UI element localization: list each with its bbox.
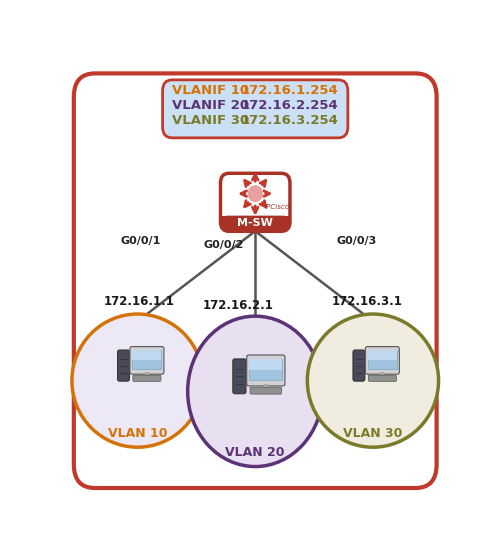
- Text: 172.16.2.1: 172.16.2.1: [202, 299, 273, 312]
- Text: M-SW: M-SW: [237, 219, 273, 228]
- Text: VLAN 30: VLAN 30: [343, 427, 402, 440]
- Text: 172.16.3.1: 172.16.3.1: [332, 295, 402, 307]
- Bar: [249, 359, 282, 381]
- Text: VLAN 20: VLAN 20: [226, 446, 285, 459]
- FancyBboxPatch shape: [366, 347, 399, 374]
- Bar: [380, 372, 384, 377]
- Bar: [221, 215, 290, 223]
- FancyBboxPatch shape: [250, 387, 282, 394]
- Bar: [141, 377, 153, 379]
- Bar: [368, 350, 397, 369]
- Circle shape: [249, 186, 262, 201]
- Bar: [259, 388, 272, 392]
- Bar: [368, 350, 397, 360]
- Ellipse shape: [72, 314, 203, 447]
- Bar: [132, 350, 161, 360]
- Text: 172.16.2.254: 172.16.2.254: [241, 99, 338, 112]
- Bar: [263, 384, 268, 389]
- FancyBboxPatch shape: [118, 350, 129, 381]
- Bar: [376, 377, 388, 379]
- FancyBboxPatch shape: [74, 74, 437, 488]
- FancyBboxPatch shape: [162, 80, 348, 138]
- Bar: [249, 359, 282, 369]
- Ellipse shape: [307, 314, 439, 447]
- Ellipse shape: [188, 316, 323, 466]
- Text: G0/0/1: G0/0/1: [121, 236, 161, 246]
- Text: IPCisco: IPCisco: [265, 204, 290, 209]
- Text: VLANIF 10: VLANIF 10: [172, 84, 249, 97]
- FancyBboxPatch shape: [247, 355, 285, 386]
- FancyBboxPatch shape: [221, 174, 290, 232]
- FancyBboxPatch shape: [221, 215, 290, 232]
- FancyBboxPatch shape: [130, 347, 164, 374]
- Bar: [132, 350, 161, 369]
- Text: 172.16.3.254: 172.16.3.254: [241, 114, 338, 127]
- FancyBboxPatch shape: [369, 375, 396, 381]
- Text: VLANIF 30: VLANIF 30: [172, 114, 249, 127]
- Text: 172.16.1.254: 172.16.1.254: [241, 84, 338, 97]
- FancyBboxPatch shape: [233, 359, 246, 394]
- FancyBboxPatch shape: [133, 375, 161, 381]
- Text: 172.16.1.1: 172.16.1.1: [104, 295, 175, 307]
- FancyBboxPatch shape: [353, 350, 365, 381]
- Text: G0/0/3: G0/0/3: [336, 236, 376, 246]
- Text: VLAN 10: VLAN 10: [108, 427, 167, 440]
- Text: G0/0/2: G0/0/2: [203, 240, 244, 251]
- Bar: [145, 372, 149, 377]
- Text: VLANIF 20: VLANIF 20: [172, 99, 249, 112]
